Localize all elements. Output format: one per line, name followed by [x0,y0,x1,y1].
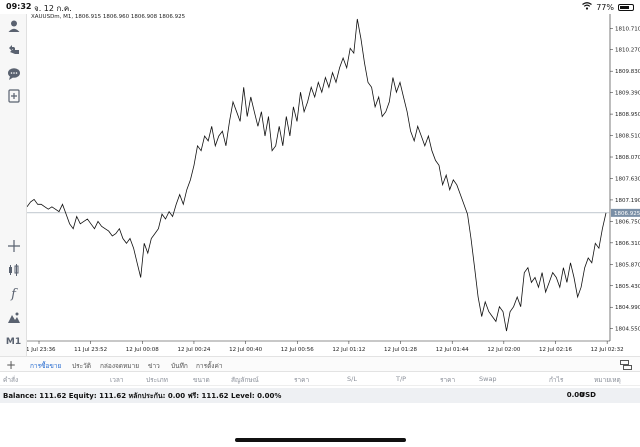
add-icon[interactable]: + [6,358,17,372]
wifi-icon [582,2,593,12]
col-order: คำสั่ง [3,376,19,384]
y-tick-label: 1807.190 [615,198,640,204]
status-time: 09:32 [6,2,32,11]
chart-info-label: XAUUSDm, M1, 1806.915 1806.960 1806.908 … [31,14,186,20]
col-sl: S/L [347,375,357,383]
x-tick-label: 11 Jul 23:52 [74,347,107,353]
balance-currency: USD [579,391,596,399]
battery-icon [618,3,634,11]
chat-icon[interactable] [3,64,24,84]
panel-toggle-icon[interactable] [620,360,632,373]
indicators-icon[interactable]: f [11,286,16,302]
col-swap: Swap [479,375,497,383]
status-bar: 09:32 จ. 12 ก.ค. 77% [0,0,640,14]
chart-toolbar: f M1 [0,14,27,356]
y-tick-label: 1808.070 [615,155,640,161]
x-tick-label: 12 Jul 01:28 [384,347,417,353]
x-tick-label: 12 Jul 00:56 [281,347,314,353]
timeframe-button[interactable]: M1 [3,332,24,352]
x-tick-label: 12 Jul 00:24 [177,347,210,353]
balance-profit: 0.00 [566,391,584,399]
x-tick-label: 12 Jul 02:16 [539,347,572,353]
trade-icon[interactable] [3,40,24,60]
timeframe-label: M1 [5,337,22,347]
crosshair-icon[interactable] [3,236,24,256]
col-profit: กำไร [549,376,564,384]
price-tag-label: 1806.925 [614,211,640,217]
price-tag-bg [611,208,640,217]
x-tick-label: 12 Jul 02:00 [487,347,520,353]
x-tick-label: 12 Jul 01:44 [436,347,469,353]
col-time: เวลา [110,376,124,384]
x-tick-label: 12 Jul 01:12 [332,347,365,353]
y-tick-label: 1808.950 [615,112,640,118]
balance-row: Balance: 111.62 Equity: 111.62 หลักประกั… [0,388,640,403]
y-tick-label: 1805.430 [615,284,640,290]
candles-icon[interactable] [3,260,24,280]
battery-percent: 77% [596,2,614,12]
col-current-price: ราคา [440,376,456,384]
y-tick-label: 1809.830 [615,69,640,75]
tab-history[interactable]: ประวัติ [72,362,91,370]
col-tp: T/P [396,375,407,383]
y-tick-label: 1804.990 [615,305,640,311]
col-symbol: สัญลักษณ์ [231,376,259,384]
y-tick-label: 1807.630 [615,176,640,182]
y-tick-label: 1806.750 [615,219,640,225]
tab-news[interactable]: ข่าว [148,362,160,370]
tab-journal[interactable]: บันทึก [171,362,188,370]
col-volume: ขนาด [193,376,210,384]
tab-mailbox[interactable]: กล่องจดหมาย [100,362,140,370]
y-tick-label: 1804.550 [615,327,640,333]
toolbox-tabs: + การซื้อขาย ประวัติ กล่องจดหมาย ข่าว บั… [0,356,640,374]
y-tick-label: 1805.870 [615,262,640,268]
price-chart[interactable]: 1810.710 1810.270 1809.830 1809.390 1808.950… [23,14,640,356]
x-tick-label: 12 Jul 00:08 [126,347,159,353]
status-indicators: 77% [582,2,634,12]
home-indicator[interactable] [235,438,406,442]
x-tick-label: 12 Jul 00:40 [229,347,262,353]
y-tick-label: 1810.710 [615,26,640,32]
tab-settings[interactable]: การตั้งค่า [196,362,223,370]
account-icon[interactable] [3,16,24,36]
balance-summary: Balance: 111.62 Equity: 111.62 หลักประกั… [3,392,282,400]
col-comment: หมายเหตุ [594,376,621,384]
y-tick-label: 1809.390 [615,91,640,97]
col-price: ราคา [294,376,310,384]
y-tick-label: 1808.510 [615,134,640,140]
col-type: ประเภท [146,376,168,384]
new-order-icon[interactable] [3,86,24,106]
x-tick-label: 11 Jul 23:36 [27,347,56,353]
chart-canvas[interactable]: 1810.710 1810.270 1809.830 1809.390 1808.950… [23,14,640,356]
orders-table-header: คำสั่ง เวลา ประเภท ขนาด สัญลักษณ์ ราคา S… [0,373,640,386]
y-tick-label: 1806.310 [615,241,640,247]
objects-icon[interactable] [3,308,24,328]
x-tick-label: 12 Jul 02:32 [591,347,624,353]
status-date: จ. 12 ก.ค. [34,4,72,13]
y-tick-label: 1810.270 [615,48,640,54]
price-series-line [26,18,607,332]
